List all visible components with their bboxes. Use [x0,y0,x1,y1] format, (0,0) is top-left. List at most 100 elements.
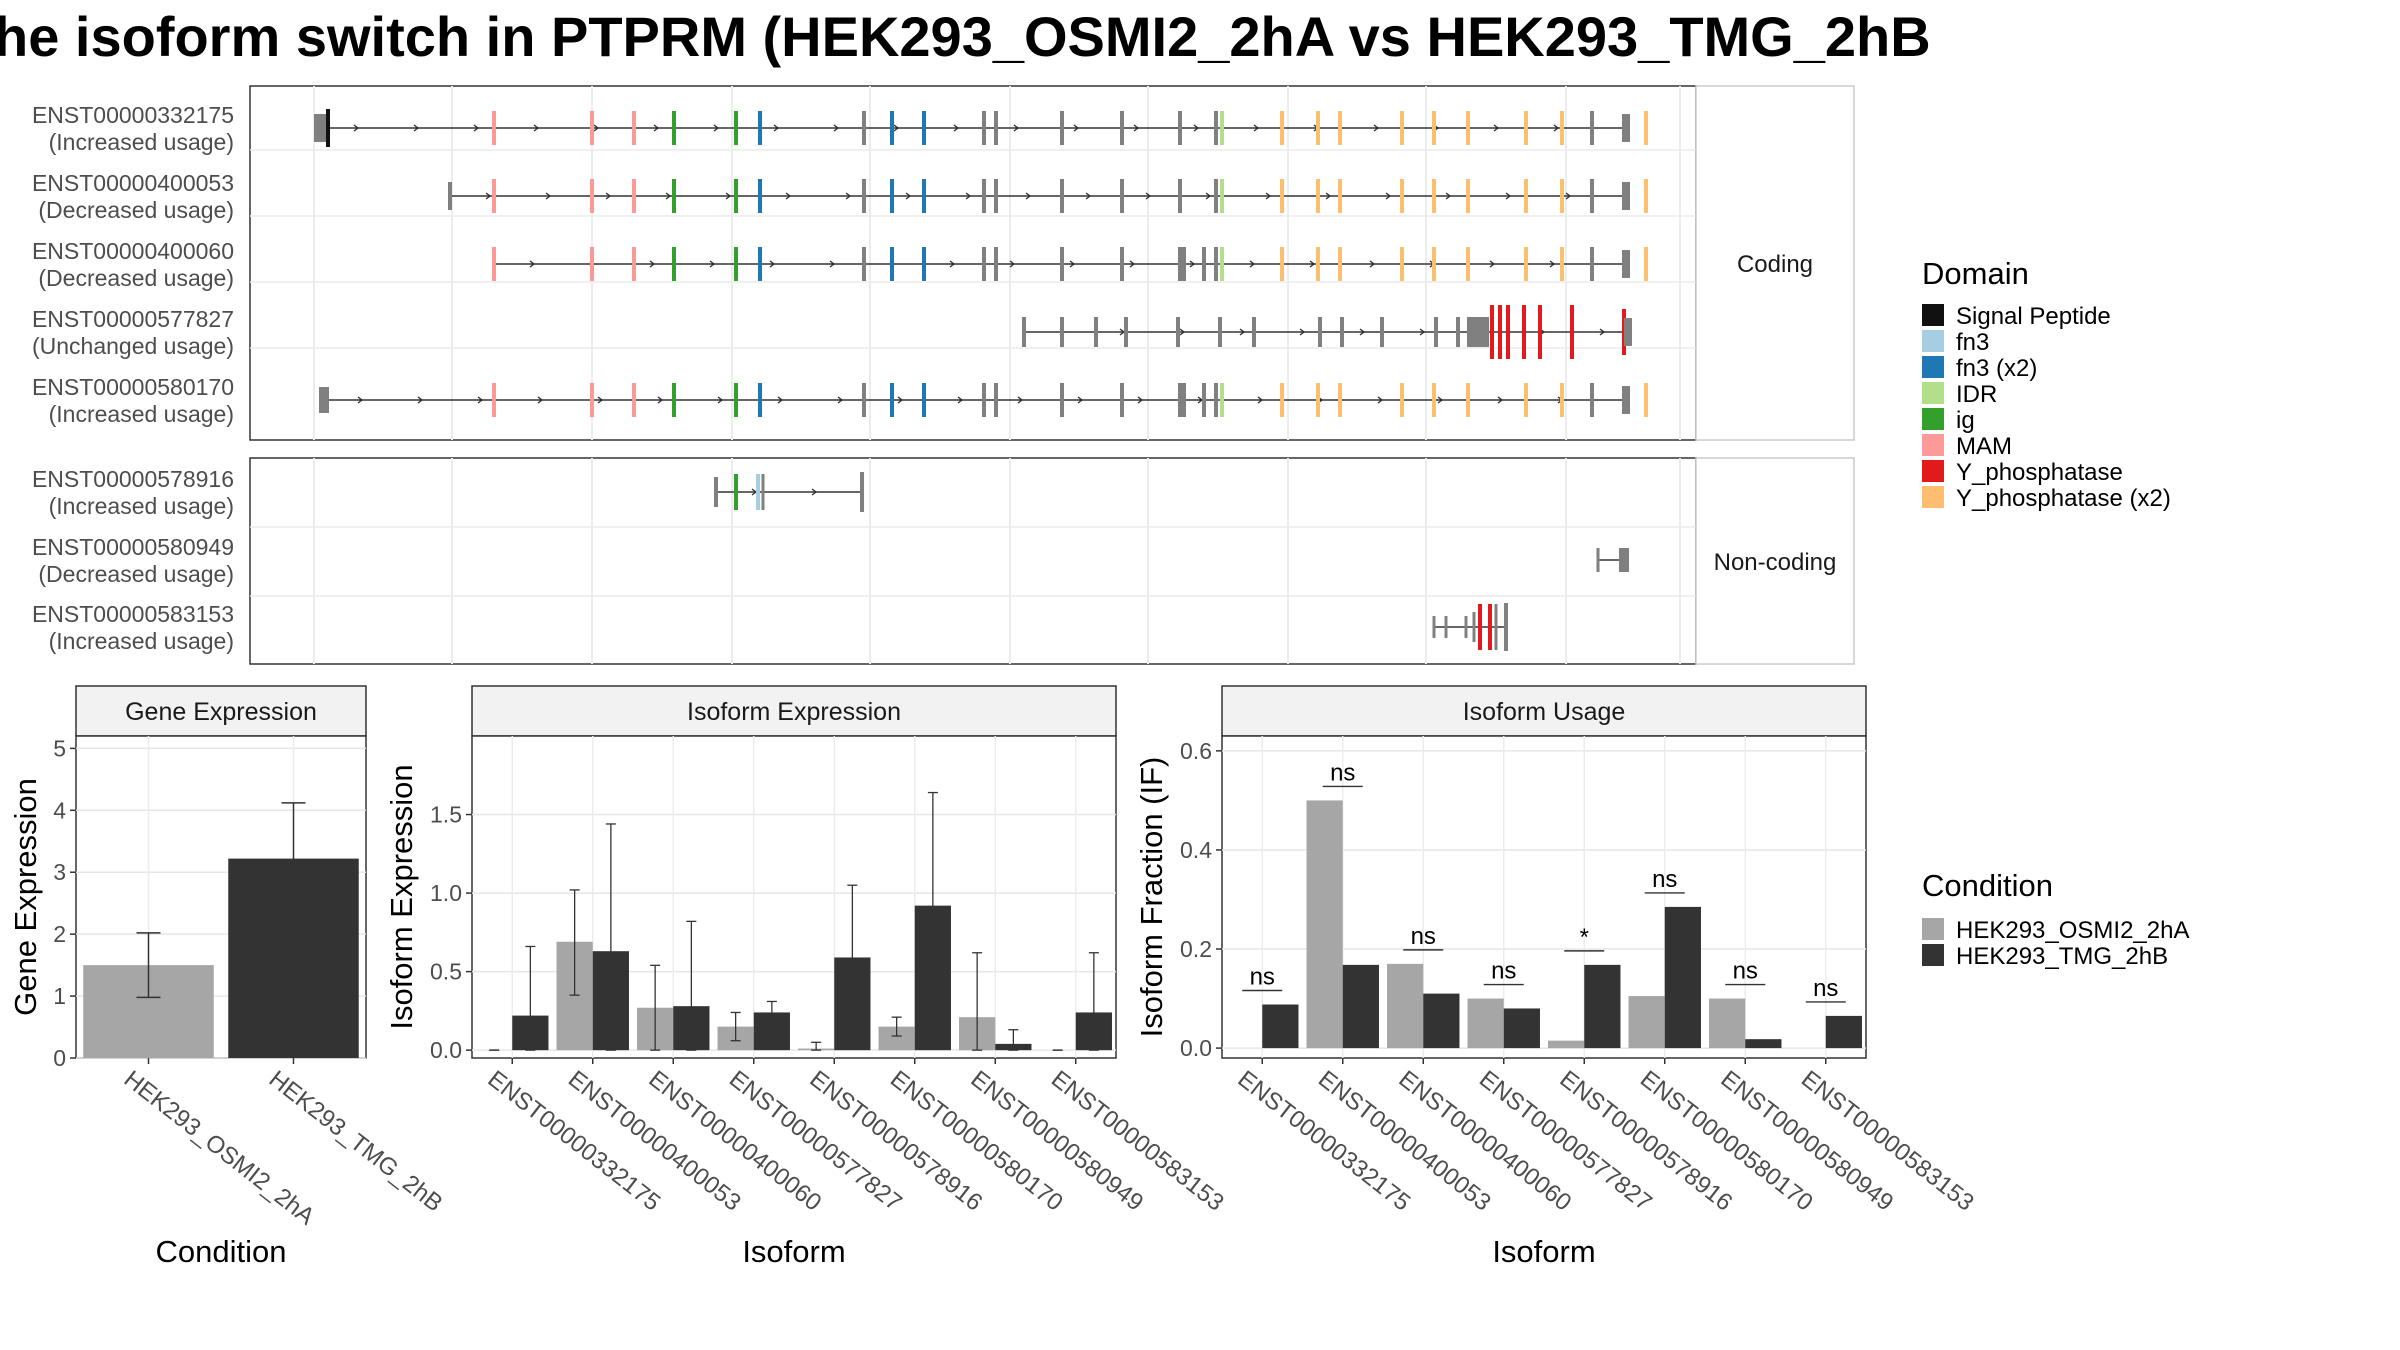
intron-arrow [785,192,792,200]
y-tick-label: 5 [53,735,66,761]
y-tick-label: 2 [53,921,66,947]
exon-cds [890,247,894,281]
exon-cds [1644,383,1648,417]
intron-arrow [1553,124,1560,132]
exon-cds [1560,247,1564,281]
exon-cds [1316,247,1320,281]
intron-arrow [1549,260,1556,268]
intron-arrow [957,396,964,404]
isoform-label-id: ENST00000577827 [32,306,234,332]
domain-legend-label: IDR [1956,381,1997,408]
exon-cds [758,247,762,281]
exon-cds [1316,179,1320,213]
y-tick-label: 0 [53,1045,66,1071]
intron-arrow [1265,192,1272,200]
intron-arrow [1377,396,1384,404]
exon-cds [982,383,986,417]
intron-arrow [837,396,844,404]
exon-domain [1538,305,1542,359]
exon-cds [1280,179,1284,213]
facet-label-noncoding: Non-coding [1714,549,1837,576]
exon-utr [314,114,326,142]
x-axis-label: Isoform [742,1234,845,1269]
panel-strip [471,685,1117,737]
intron-arrow [1565,192,1572,200]
exon-cds [890,111,894,145]
exon-domain [1522,305,1526,359]
condition-legend-label: HEK293_OSMI2_2hA [1956,917,2189,944]
intron-arrow [417,396,424,404]
significance-label: ns [1411,923,1436,950]
isoform-label-usage: (Decreased usage) [38,265,234,291]
exon-cds [1280,247,1284,281]
intron-arrow [1489,260,1496,268]
isoform-label-id: ENST00000583153 [32,601,234,627]
structure-panel-coding: Coding [249,85,1855,441]
exon-utr [1624,318,1632,346]
exon-cds [922,383,926,417]
intron-arrow [1373,124,1380,132]
exon-cds [1590,179,1594,213]
exon-cds [1524,383,1528,417]
significance-label: * [1580,924,1589,951]
bar-panel-0: Gene Expression 0 1 2 3 4 5 Gene Expression Cond… [8,685,448,1269]
exon-cds [1466,247,1470,281]
exon-cds [1644,111,1648,145]
exon-cds [1560,179,1564,213]
domain-legend-title: Domain [1922,256,2029,291]
exon-cds [672,179,676,213]
y-tick-label: 3 [53,859,66,885]
exon-cds [1318,317,1322,347]
exon-cds [672,383,676,417]
bar [1387,963,1424,1049]
bar [1503,1008,1540,1049]
exon-cds [632,247,636,281]
legend-swatch [1922,382,1944,404]
exon-cds [1060,317,1064,347]
exon-cds [1590,111,1594,145]
exon-cds [734,111,738,145]
intron-arrow [773,124,780,132]
intron-arrow [893,124,900,132]
exon-utr [1622,182,1630,210]
exon-cds [922,111,926,145]
exon-utr [1622,114,1630,142]
exon-utr [860,472,864,512]
legend-swatch [1922,434,1944,456]
exon-utr [714,477,718,507]
intron-arrow [1385,192,1392,200]
exon-cds [758,179,762,213]
intron-arrow [605,192,612,200]
exon-cds [1214,247,1218,281]
exon-cds [632,383,636,417]
exon-cds [862,383,866,417]
domain-legend-label: Y_phosphatase (x2) [1956,485,2171,512]
isoform-label-usage: (Unchanged usage) [32,333,234,359]
intron-arrow [769,260,776,268]
intron-arrow [829,260,836,268]
panel-title: Isoform Usage [1463,698,1626,726]
intron-arrow [1239,328,1246,336]
exon-cds [1214,383,1218,417]
intron-arrow [665,192,672,200]
significance-label: ns [1813,975,1838,1002]
domain-legend-label: Y_phosphatase [1956,459,2123,486]
exon-cds [492,383,496,417]
exon-cds [1432,383,1436,417]
intron-arrow [1017,396,1024,404]
facet-strip-coding [1695,85,1855,441]
intron-arrow [1359,328,1366,336]
exon-cds [734,383,738,417]
exon-cds [1432,111,1436,145]
domain-legend-label: fn3 (x2) [1956,355,2037,382]
exon-cds [1220,179,1224,213]
bar [1709,998,1746,1049]
domain-legend-label: ig [1956,407,1975,434]
intron-arrow [1249,260,1256,268]
grid-noncoding [250,458,1696,664]
intron-arrow [777,396,784,404]
intron-arrow [1025,192,1032,200]
